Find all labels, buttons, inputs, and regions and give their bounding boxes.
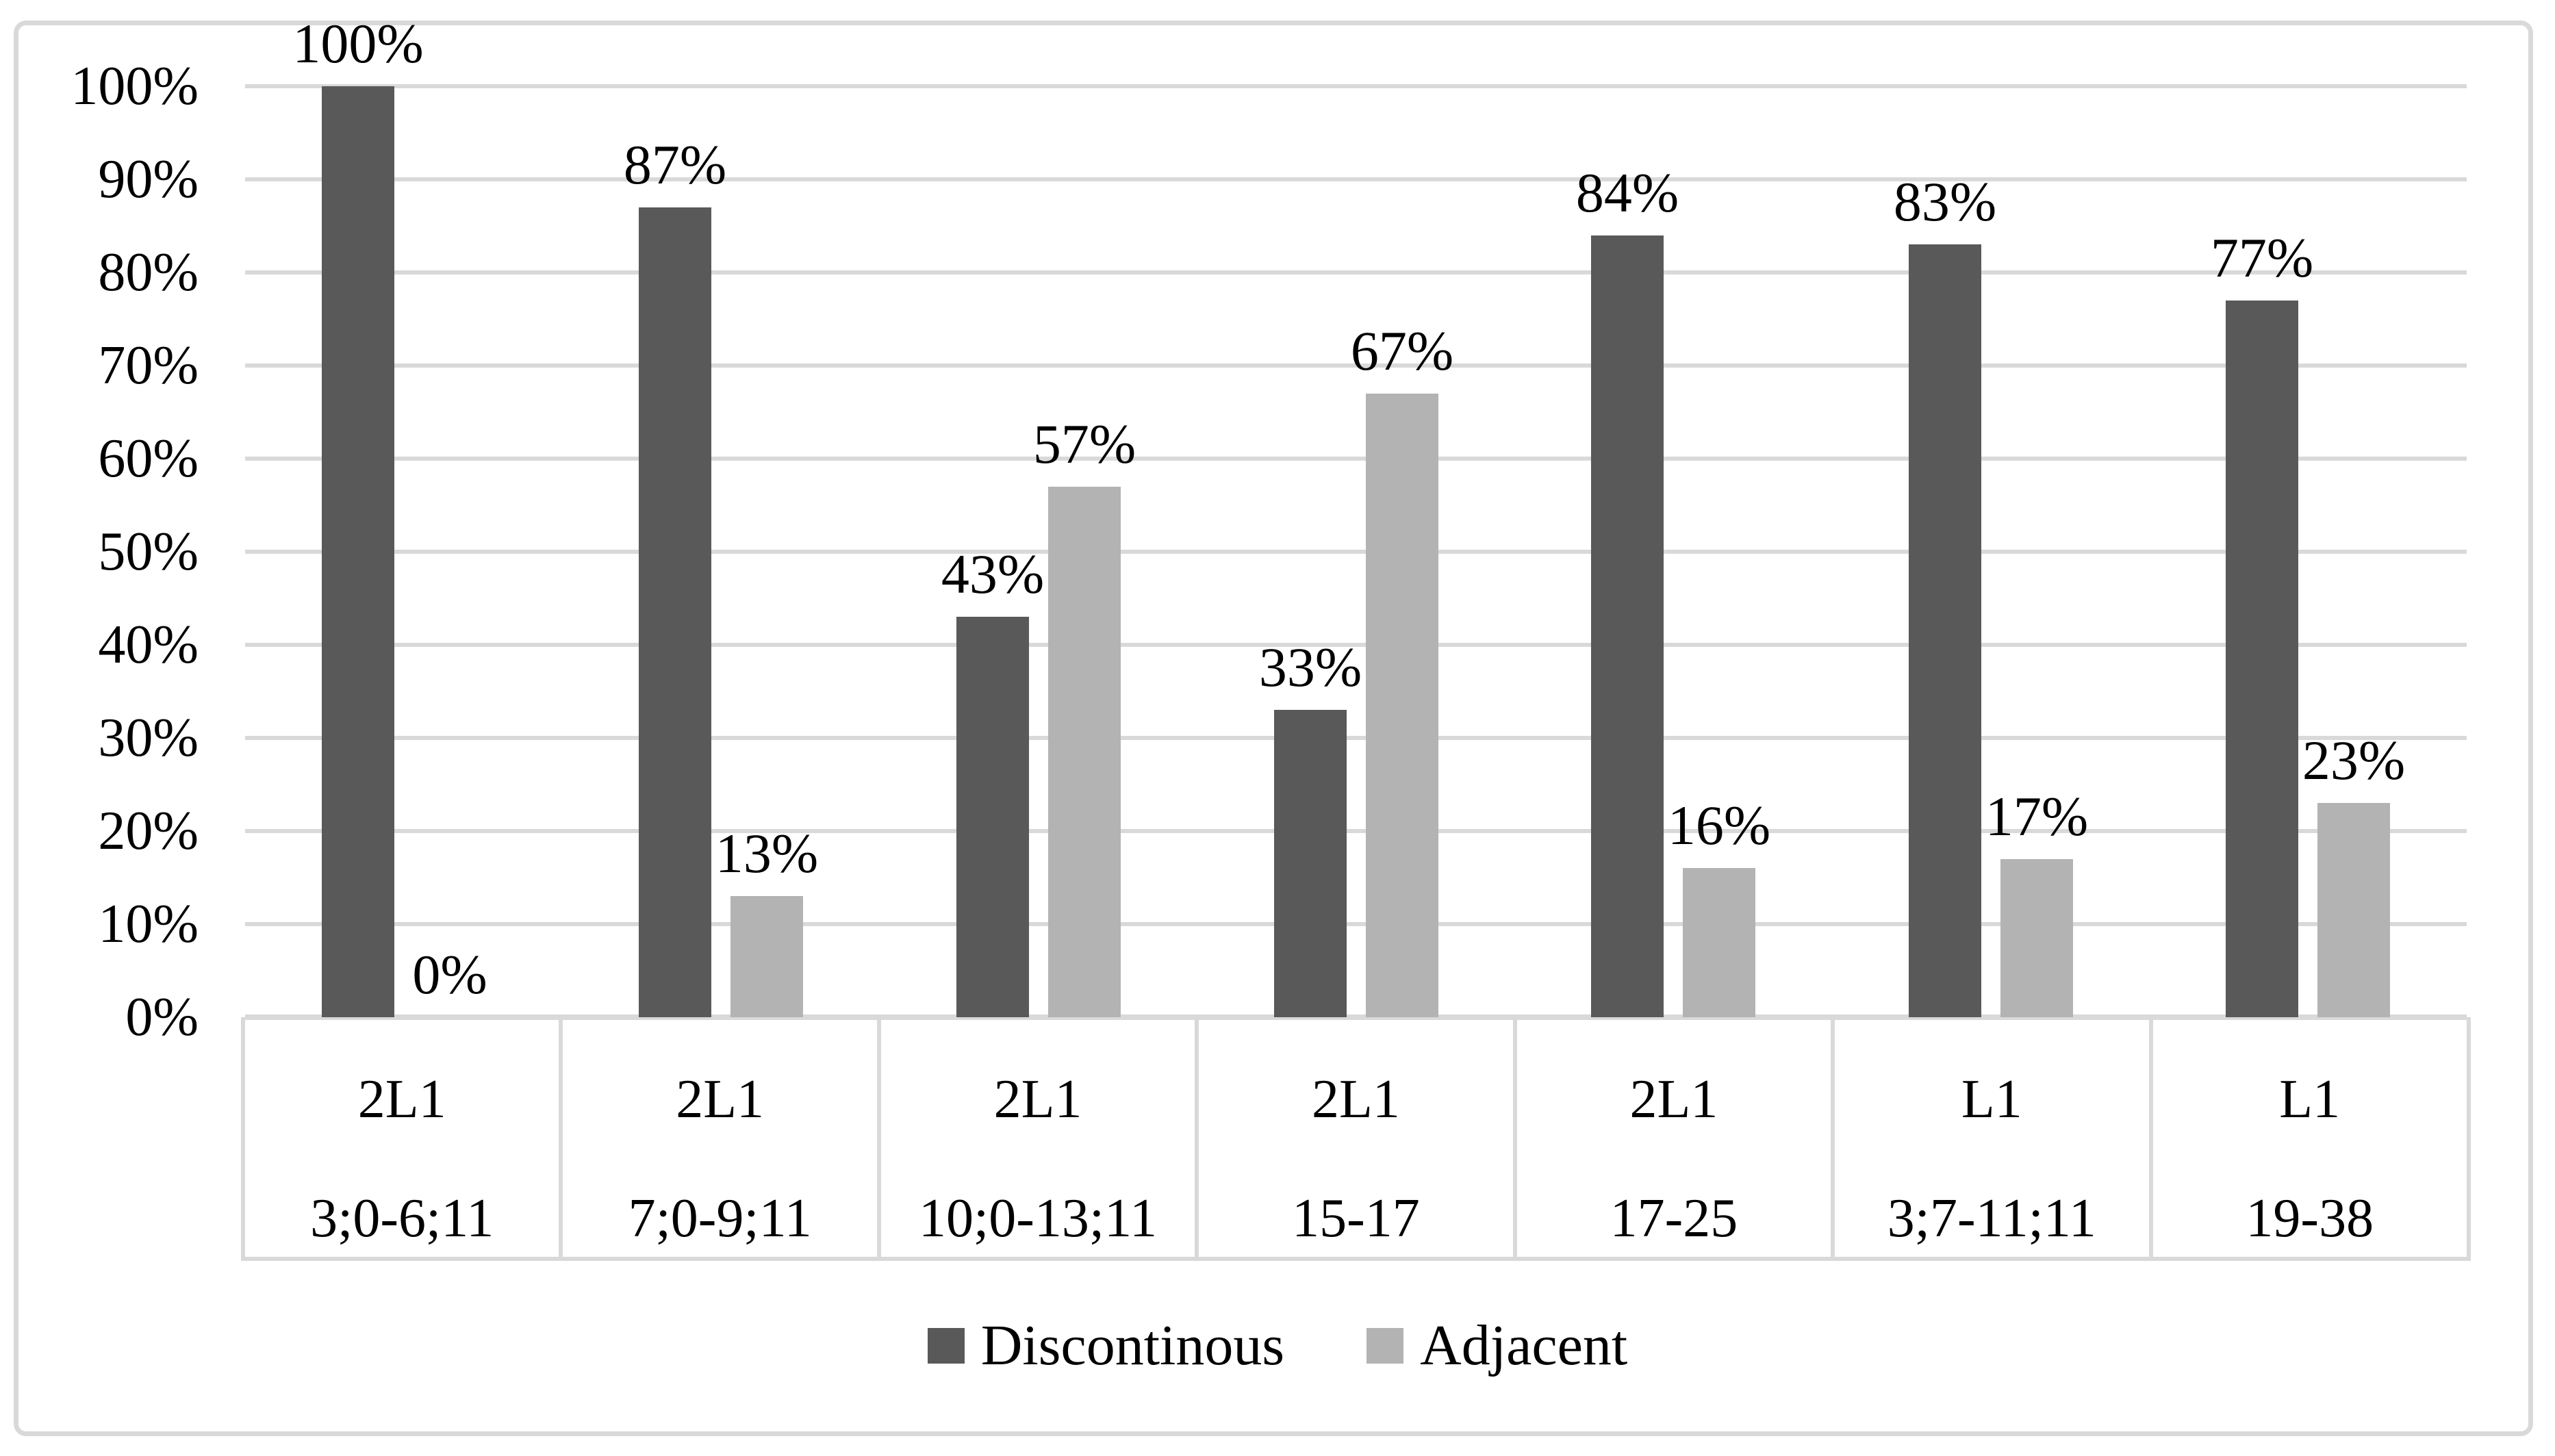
legend-label-discontinous: Discontinous — [980, 1314, 1285, 1377]
gridline — [245, 829, 2467, 833]
data-label-adjacent: 67% — [1350, 320, 1454, 382]
y-tick-label: 60% — [98, 429, 199, 489]
category-age-label: 7;0-9;11 — [628, 1188, 812, 1249]
gridline — [245, 457, 2467, 461]
category-group-label: 2L1 — [1312, 1069, 1400, 1129]
data-label-adjacent: 0% — [412, 943, 487, 1006]
data-label-discontinous: 43% — [941, 543, 1045, 605]
bar-adjacent — [1048, 487, 1121, 1017]
category-cell: 2L1 7;0-9;11 — [563, 1017, 881, 1257]
bar-adjacent — [1366, 394, 1438, 1017]
category-group-label: 2L1 — [676, 1069, 765, 1129]
data-label-discontinous: 100% — [292, 12, 424, 75]
category-cell: 2L1 3;0-6;11 — [245, 1017, 563, 1257]
bar-discontinous — [639, 207, 711, 1017]
category-cell: 2L1 10;0-13;11 — [881, 1017, 1199, 1257]
bar-discontinous — [1909, 244, 1981, 1017]
legend: Discontinous Adjacent — [0, 1316, 2555, 1376]
data-label-discontinous: 83% — [1893, 170, 1997, 233]
x-axis-line — [245, 1014, 2467, 1020]
gridline — [245, 736, 2467, 740]
bar-adjacent — [2317, 803, 2390, 1017]
legend-marker-adjacent — [1367, 1328, 1404, 1364]
category-cell: L1 19-38 — [2153, 1017, 2467, 1257]
category-cell: 2L1 17-25 — [1517, 1017, 1835, 1257]
bar-adjacent — [730, 896, 803, 1017]
legend-item-discontinous: Discontinous — [927, 1314, 1285, 1377]
category-age-label: 3;0-6;11 — [310, 1188, 494, 1249]
category-age-label: 10;0-13;11 — [918, 1188, 1158, 1249]
gridline — [245, 363, 2467, 368]
y-tick-label: 70% — [98, 335, 199, 396]
data-label-adjacent: 16% — [1667, 794, 1771, 856]
bar-discontinous — [956, 617, 1029, 1017]
y-tick-label: 10% — [98, 894, 199, 954]
gridline — [245, 643, 2467, 647]
legend-label-adjacent: Adjacent — [1420, 1314, 1628, 1377]
category-cell: 2L1 15-17 — [1199, 1017, 1517, 1257]
y-tick-label: 90% — [98, 149, 199, 209]
bar-discontinous — [1591, 235, 1664, 1017]
bar-adjacent — [2000, 859, 2073, 1017]
gridline — [245, 177, 2467, 181]
category-group-label: 2L1 — [357, 1069, 446, 1129]
legend-marker-discontinous — [927, 1328, 965, 1364]
data-label-discontinous: 33% — [1258, 636, 1362, 698]
bar-adjacent — [1683, 868, 1755, 1017]
category-group-label: L1 — [1961, 1069, 2022, 1129]
y-tick-label: 0% — [125, 987, 199, 1047]
bar-discontinous — [1274, 710, 1347, 1017]
category-age-label: 15-17 — [1292, 1188, 1420, 1249]
chart-frame — [14, 21, 2533, 1436]
gridline — [245, 550, 2467, 554]
gridline — [245, 922, 2467, 926]
gridline — [245, 84, 2467, 88]
data-label-adjacent: 57% — [1032, 413, 1136, 475]
legend-item-adjacent: Adjacent — [1367, 1316, 1627, 1376]
gridline — [245, 270, 2467, 274]
y-tick-label: 100% — [71, 56, 199, 116]
category-age-label: 3;7-11;11 — [1887, 1188, 2096, 1249]
data-label-discontinous: 87% — [623, 133, 727, 196]
data-label-adjacent: 13% — [715, 822, 819, 884]
y-tick-label: 80% — [98, 242, 199, 303]
data-label-adjacent: 17% — [1985, 785, 2089, 847]
category-age-label: 19-38 — [2246, 1188, 2374, 1249]
category-cell: L1 3;7-11;11 — [1835, 1017, 2153, 1257]
category-group-label: 2L1 — [1629, 1069, 1718, 1129]
bar-discontinous — [322, 86, 394, 1017]
category-axis-table: 2L1 3;0-6;11 2L1 7;0-9;11 2L1 10;0-13;11 2L1 15… — [241, 1017, 2471, 1261]
category-group-label: L1 — [2279, 1069, 2341, 1129]
category-group-label: 2L1 — [993, 1069, 1082, 1129]
y-tick-label: 50% — [98, 522, 199, 582]
data-label-discontinous: 84% — [1575, 162, 1679, 224]
data-label-adjacent: 23% — [2302, 729, 2406, 791]
bar-discontinous — [2226, 301, 2298, 1017]
y-tick-label: 20% — [98, 801, 199, 861]
y-tick-label: 40% — [98, 615, 199, 675]
category-age-label: 17-25 — [1610, 1188, 1738, 1249]
y-tick-label: 30% — [98, 708, 199, 768]
data-label-discontinous: 77% — [2210, 227, 2314, 289]
